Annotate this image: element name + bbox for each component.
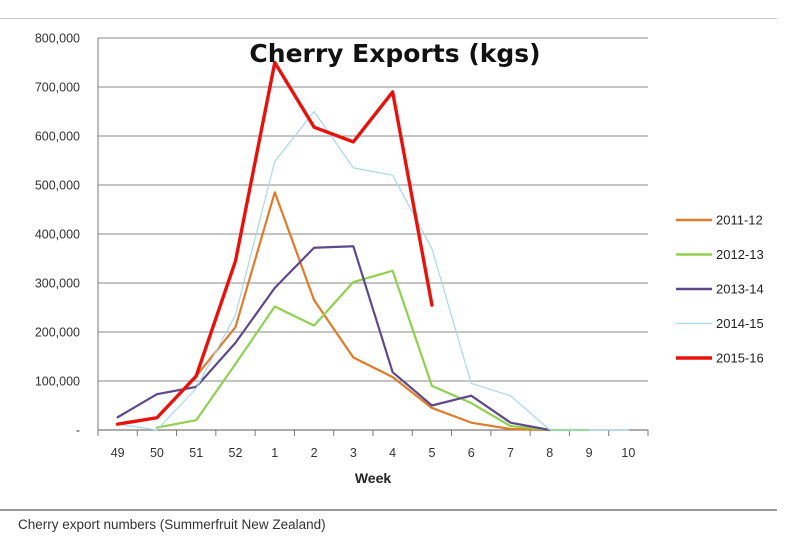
- y-tick-label: 700,000: [35, 81, 80, 95]
- series-line-2012-13: [155, 269, 591, 432]
- x-tick-label: 2: [311, 446, 318, 460]
- y-tick-label: 400,000: [35, 228, 80, 242]
- series-lines: [115, 60, 629, 432]
- series-line-2013-14: [116, 245, 551, 432]
- x-tick-label: 50: [150, 446, 164, 460]
- legend-label-2015-16: 2015-16: [716, 351, 764, 366]
- x-tick-label: 6: [468, 446, 475, 460]
- x-tick-label: 3: [350, 446, 357, 460]
- series-line-2011-12: [195, 191, 551, 432]
- y-tick-label: 100,000: [35, 375, 80, 389]
- x-tick-label: 7: [507, 446, 514, 460]
- x-tick-label: 51: [189, 446, 203, 460]
- x-tick-label: 10: [621, 446, 635, 460]
- x-axis-ticks: 49 50 51 52 1 2 3 4 5 6 7 8 9 10: [97, 430, 649, 460]
- x-tick-label: 9: [586, 446, 593, 460]
- figure-caption: Cherry export numbers (Summerfruit New Z…: [18, 517, 326, 532]
- series-line-2015-16: [115, 60, 434, 426]
- y-axis-ticks: - 100,000 200,000 300,000 400,000 500,000 600,…: [35, 32, 80, 438]
- legend: 2011-12 2012-13 2013-14 2014-15 2015-16: [676, 213, 764, 366]
- y-tick-label: 600,000: [35, 130, 80, 144]
- bottom-rule: [0, 509, 777, 511]
- y-tick-label: -: [76, 424, 80, 438]
- x-tick-label: 1: [271, 446, 278, 460]
- legend-label-2013-14: 2013-14: [716, 282, 764, 297]
- y-tick-label: 500,000: [35, 179, 80, 193]
- y-tick-label: 800,000: [35, 32, 80, 46]
- line-chart: - 100,000 200,000 300,000 400,000 500,000 600,…: [35, 32, 764, 487]
- gridlines: [97, 37, 648, 431]
- y-tick-label: 200,000: [35, 326, 80, 340]
- x-axis-label: Week: [355, 470, 392, 486]
- legend-label-2014-15: 2014-15: [716, 316, 764, 331]
- x-tick-label: 49: [111, 446, 125, 460]
- x-tick-label: 4: [389, 446, 396, 460]
- x-tick-label: 52: [229, 446, 243, 460]
- chart-title: Cherry Exports (kgs): [249, 39, 540, 68]
- y-tick-label: 300,000: [35, 277, 80, 291]
- x-tick-label: 5: [428, 446, 435, 460]
- series-line-2014-15: [117, 110, 629, 431]
- legend-label-2012-13: 2012-13: [716, 247, 764, 262]
- x-tick-label: 8: [546, 446, 553, 460]
- legend-label-2011-12: 2011-12: [716, 213, 763, 228]
- top-rule: [0, 18, 777, 19]
